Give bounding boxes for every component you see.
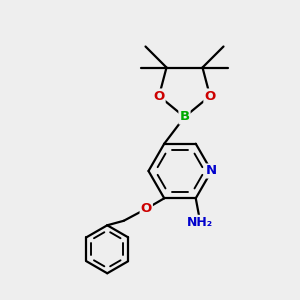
Text: O: O xyxy=(153,89,165,103)
Text: B: B xyxy=(179,110,190,124)
Text: O: O xyxy=(204,89,216,103)
Text: NH₂: NH₂ xyxy=(187,216,213,229)
Text: N: N xyxy=(206,164,217,178)
Text: O: O xyxy=(141,202,152,215)
